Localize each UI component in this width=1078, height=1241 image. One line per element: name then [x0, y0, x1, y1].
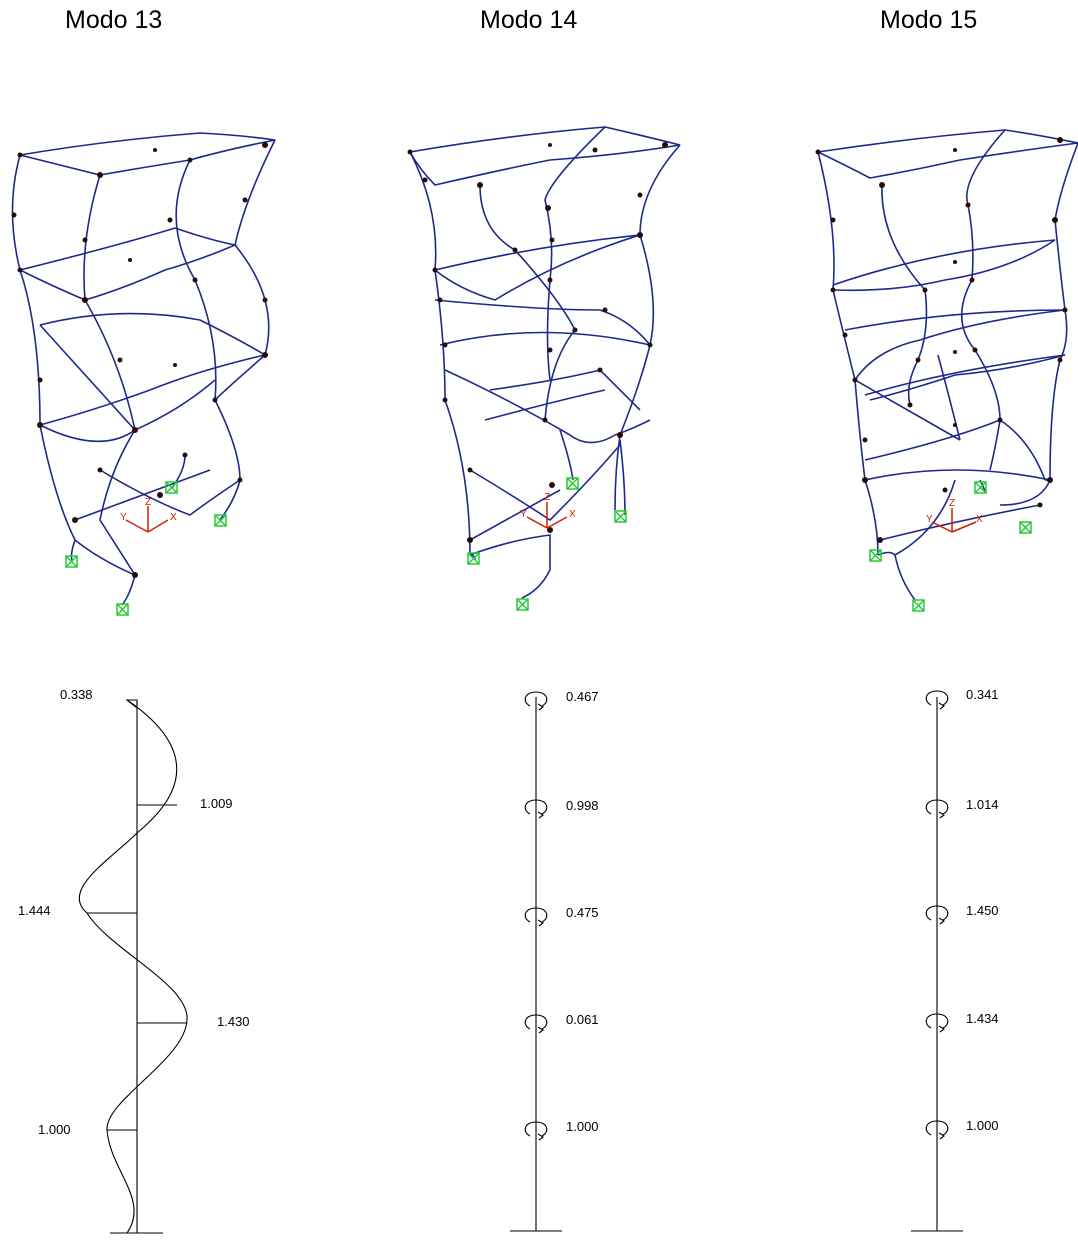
mode-13-x-axis-label: X	[170, 512, 177, 523]
mode-13-deformed-curve	[78, 699, 188, 1234]
mode-14-value-5: 1.000	[566, 1119, 599, 1134]
mode-13-z-axis-label: Z	[145, 497, 151, 508]
mode-13-frame-model	[11, 132, 276, 606]
mode-15-rotation-arrowhead-4	[938, 1025, 945, 1033]
mode-15-rotation-arrowhead-2	[938, 811, 945, 819]
mode-14-rotation-arrowhead-4	[537, 1026, 544, 1034]
mode-15-rotation-arrowhead-5	[938, 1132, 945, 1140]
mode-13-value-2: 1.009	[200, 796, 233, 811]
mode-13-y-axis-label: Y	[120, 512, 127, 523]
mode-13-nodes	[11, 142, 268, 578]
mode-13-value-5: 1.000	[38, 1122, 71, 1137]
mode-15-value-4: 1.434	[966, 1011, 999, 1026]
mode-14-rotation-symbol-4	[524, 1014, 548, 1030]
mode-15-rotation-symbol-4	[925, 1013, 949, 1029]
mode-13-value-3: 1.444	[18, 903, 51, 918]
mode-13-supports	[65, 481, 227, 616]
mode-14-nodes	[407, 142, 668, 543]
mode-15-rotation-symbols	[925, 690, 949, 1140]
mode-14-supports	[467, 477, 627, 611]
mode-15-shape-diagram	[911, 697, 963, 1232]
mode-13-value-1: 0.338	[60, 687, 93, 702]
mode-14-rotation-arrowhead-5	[537, 1133, 544, 1141]
mode-15-rotation-arrowhead-1	[938, 702, 945, 710]
mode-14-y-axis-label: Y	[520, 509, 527, 520]
mode-15-value-1: 0.341	[966, 687, 999, 702]
mode-15-value-3: 1.450	[966, 903, 999, 918]
mode-14-axis-triad	[526, 502, 568, 529]
mode-15-rotation-symbol-5	[925, 1120, 949, 1136]
mode-14-value-4: 0.061	[566, 1012, 599, 1027]
mode-14-rotation-symbol-5	[524, 1121, 548, 1137]
mode-15-rotation-arrowhead-3	[938, 917, 945, 925]
mode-14-rotation-symbol-1	[524, 691, 548, 707]
mode-14-rotation-arrowhead-1	[537, 703, 544, 711]
mode-15-title: Modo 15	[880, 6, 978, 34]
mode-15-rotation-symbol-2	[925, 799, 949, 815]
mode-13-title: Modo 13	[65, 6, 163, 34]
mode-14-value-2: 0.998	[566, 798, 599, 813]
mode-15-supports	[869, 481, 1032, 612]
mode-15-value-5: 1.000	[966, 1118, 999, 1133]
mode-13-shape-diagram	[78, 699, 188, 1234]
mode-14-rotation-symbol-2	[524, 799, 548, 815]
mode-15-z-axis-label: Z	[949, 498, 955, 509]
mode-15-value-2: 1.014	[966, 797, 999, 812]
mode-14-rotation-arrowhead-2	[537, 811, 544, 819]
mode-15-rotation-symbol-3	[925, 905, 949, 921]
mode-14-value-3: 0.475	[566, 905, 599, 920]
mode-13-value-4: 1.430	[217, 1014, 250, 1029]
mode-14-z-axis-label: Z	[544, 492, 550, 503]
mode-14-frame-model	[408, 126, 681, 599]
mode-14-value-1: 0.467	[566, 689, 599, 704]
mode-14-title: Modo 14	[480, 6, 578, 34]
mode-15-nodes	[815, 137, 1068, 543]
mode-14-shape-diagram	[510, 697, 562, 1232]
mode-15-x-axis-label: X	[976, 514, 983, 525]
mode-15-rotation-symbol-1	[925, 690, 949, 706]
mode-14-rotation-symbols	[524, 691, 548, 1141]
mode-14-x-axis-label: X	[569, 509, 576, 520]
mode-15-y-axis-label: Y	[926, 514, 933, 525]
mode-15-axis-triad	[931, 508, 977, 533]
mode-14-rotation-symbol-3	[524, 907, 548, 923]
mode-14-rotation-arrowhead-3	[537, 919, 544, 927]
mode-13-axis-triad	[125, 506, 169, 533]
